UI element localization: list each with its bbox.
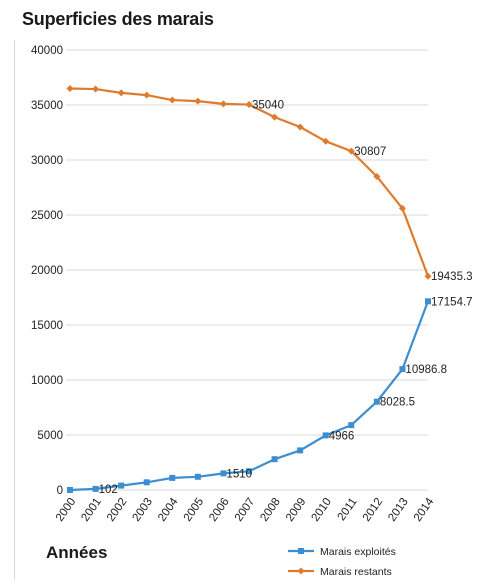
data-point xyxy=(425,298,431,305)
data-point xyxy=(143,91,151,99)
data-point xyxy=(296,123,304,131)
data-point xyxy=(245,101,253,109)
x-axis-title: Années xyxy=(46,543,108,562)
data-point xyxy=(117,89,125,97)
page-left-rule xyxy=(14,40,15,580)
data-point xyxy=(424,272,432,280)
data-point xyxy=(348,422,355,429)
data-point xyxy=(322,432,329,439)
data-point xyxy=(297,447,304,454)
y-tick-label: 35000 xyxy=(31,100,63,112)
data-point xyxy=(168,96,176,104)
data-point xyxy=(398,204,406,212)
x-tick-label: 2008 xyxy=(258,496,283,524)
data-label: 19435.3 xyxy=(431,271,473,283)
x-tick-label: 2013 xyxy=(386,496,411,524)
data-point xyxy=(322,137,330,145)
x-tick-label: 2012 xyxy=(361,496,386,524)
data-point xyxy=(246,468,252,475)
y-tick-label: 20000 xyxy=(31,265,63,277)
data-point xyxy=(194,97,202,105)
y-tick-label: 5000 xyxy=(37,430,63,442)
chart-title: Superficies des marais xyxy=(22,9,214,29)
legend-label: Marais exploités xyxy=(320,546,396,558)
x-tick-label: 2003 xyxy=(131,496,156,524)
x-tick-label: 2009 xyxy=(284,496,309,524)
y-tick-label: 0 xyxy=(57,485,63,497)
y-tick-label: 30000 xyxy=(31,155,63,167)
data-point xyxy=(220,470,227,477)
data-point xyxy=(347,147,355,155)
data-point xyxy=(194,473,201,480)
data-point xyxy=(373,173,381,180)
x-tick-label: 2005 xyxy=(182,496,207,524)
data-point xyxy=(373,398,380,405)
data-label: 8028.5 xyxy=(380,397,415,409)
data-point xyxy=(67,487,73,493)
data-label: 4966 xyxy=(329,430,355,442)
y-tick-label: 10000 xyxy=(31,375,63,387)
y-tick-label: 40000 xyxy=(31,45,63,57)
x-tick-label: 2014 xyxy=(412,495,437,523)
data-point xyxy=(271,113,279,121)
x-tick-label: 2007 xyxy=(233,496,258,524)
x-tick-label: 2002 xyxy=(105,496,130,524)
data-label: 102 xyxy=(99,484,118,496)
y-tick-label: 25000 xyxy=(31,210,63,222)
data-point xyxy=(118,482,125,489)
x-tick-label: 2010 xyxy=(310,496,335,524)
data-label: 30807 xyxy=(354,146,386,158)
x-tick-label: 2004 xyxy=(156,495,181,523)
data-point xyxy=(219,100,227,108)
data-point xyxy=(143,479,150,486)
legend-label: Marais restants xyxy=(320,566,392,578)
series-line-marais-exploites xyxy=(69,300,430,492)
y-tick-label: 15000 xyxy=(31,320,63,332)
data-label: 35040 xyxy=(252,100,284,112)
data-point xyxy=(271,456,278,463)
data-label: 17154.7 xyxy=(431,296,473,308)
x-tick-label: 2000 xyxy=(54,496,79,524)
x-tick-label: 2011 xyxy=(336,496,360,523)
data-point xyxy=(66,85,74,92)
x-tick-label: 2001 xyxy=(79,496,104,524)
data-label: 1510 xyxy=(226,468,252,480)
data-point xyxy=(92,85,100,93)
series-line-marais-restants xyxy=(69,87,430,277)
data-point xyxy=(92,485,99,492)
data-point xyxy=(399,366,406,373)
data-point xyxy=(169,474,176,481)
legend-marker xyxy=(297,567,305,575)
data-label: 10986.8 xyxy=(405,364,447,376)
legend-marker xyxy=(298,548,304,554)
x-tick-label: 2006 xyxy=(207,496,232,524)
